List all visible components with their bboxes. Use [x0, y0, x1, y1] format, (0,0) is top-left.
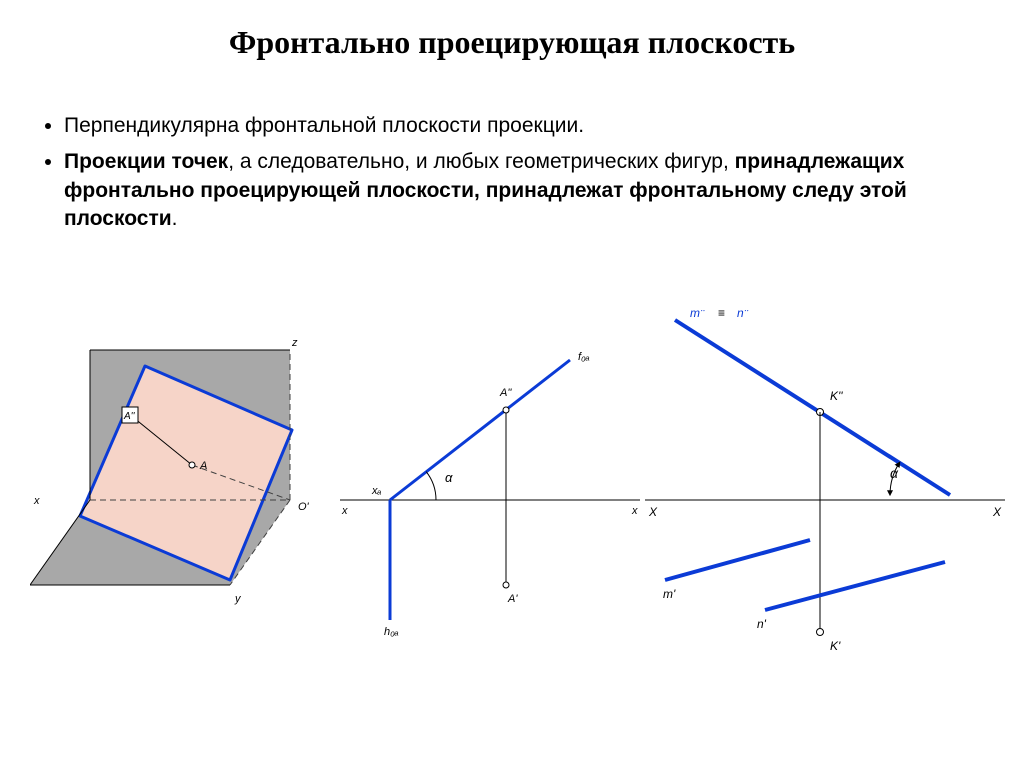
bullet-run: , а следовательно, и любых геометрически… [228, 150, 734, 173]
bullet-item: Проекции точек, а следовательно, и любых… [64, 148, 940, 233]
bullet-item: Перпендикулярна фронтальной плоскости пр… [64, 112, 940, 140]
svg-text:x: x [631, 505, 638, 517]
svg-text:m'': m'' [690, 310, 705, 320]
svg-text:X: X [648, 505, 658, 519]
bullet-run: Проекции точек [64, 150, 228, 173]
svg-text:z: z [291, 337, 298, 349]
svg-text:α: α [445, 470, 453, 485]
diagram-epure-plane: x x f₀ₐ h₀ₐ xₐ A'' A' α [340, 330, 650, 650]
svg-text:K'': K'' [830, 389, 843, 403]
page-title: Фронтально проецирующая плоскость [0, 24, 1024, 61]
diagrams-area: AA''zxO'y xxf₀ₐh₀ₐxₐA''A'α XXm''≡n''K''α… [0, 330, 1024, 750]
bullets-list: Перпендикулярна фронтальной плоскости пр… [40, 112, 940, 233]
svg-text:m': m' [663, 587, 676, 601]
bullet-run: . [172, 207, 178, 230]
diagram-epure-mn: X Xm'' ≡ n'' K'' α m' n' K' [645, 310, 1015, 670]
svg-text:X: X [992, 505, 1002, 519]
svg-text:O': O' [298, 501, 310, 513]
svg-text:≡: ≡ [718, 310, 725, 320]
svg-text:xₐ: xₐ [371, 485, 382, 497]
title-text: Фронтально проецирующая плоскость [229, 24, 795, 60]
svg-text:A': A' [507, 593, 518, 605]
svg-text:x: x [341, 505, 348, 517]
diagram-3d: A A'' z x O' y [30, 330, 340, 650]
svg-text:K': K' [830, 639, 841, 653]
bullet-run: Перпендикулярна фронтальной плоскости пр… [64, 114, 584, 137]
svg-text:α: α [890, 465, 899, 481]
bullets-block: Перпендикулярна фронтальной плоскости пр… [40, 112, 940, 241]
svg-text:h₀ₐ: h₀ₐ [384, 626, 399, 638]
svg-text:x: x [33, 495, 40, 507]
svg-text:y: y [234, 593, 242, 605]
svg-text:f₀ₐ: f₀ₐ [578, 351, 590, 363]
svg-text:n'': n'' [737, 310, 749, 320]
svg-text:n': n' [757, 617, 767, 631]
svg-text:A: A [199, 460, 207, 472]
svg-text:A'': A'' [123, 411, 136, 422]
svg-text:A'': A'' [499, 387, 512, 399]
